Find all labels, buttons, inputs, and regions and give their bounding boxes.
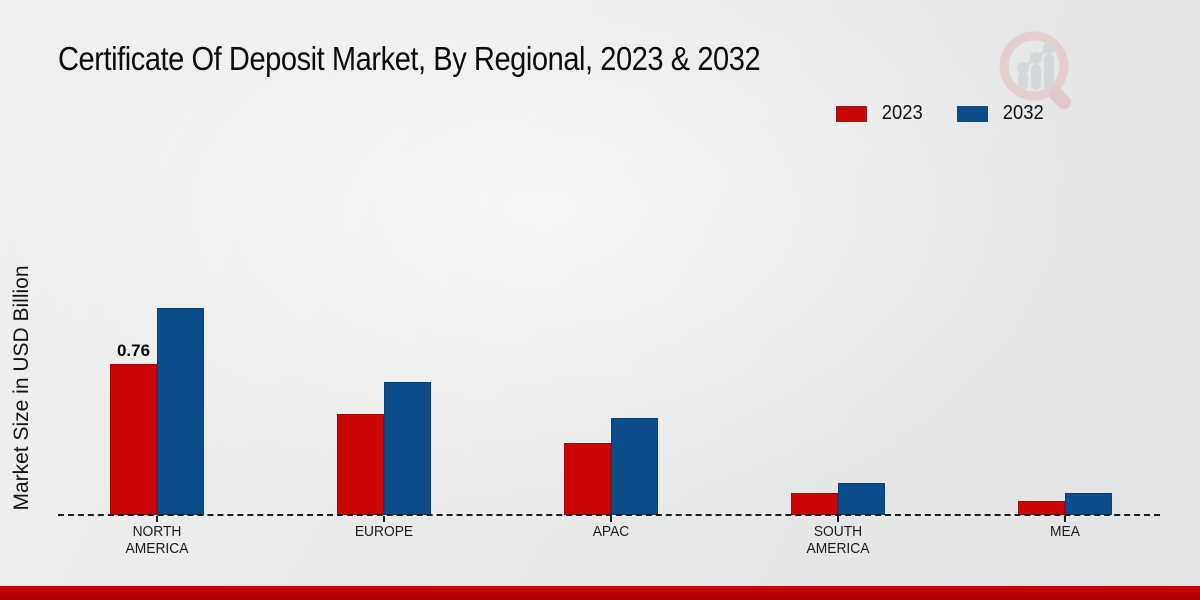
- bar-2023-south-america: [791, 493, 838, 515]
- bar-2023-north-america: [110, 364, 157, 515]
- bar-2023-mea: [1018, 501, 1065, 515]
- legend-swatch-2032: [956, 105, 988, 122]
- footer-accent-bar: [0, 586, 1200, 600]
- market-research-future-logo-icon: [999, 31, 1072, 110]
- legend: 2023 2032: [836, 102, 1045, 125]
- bar-2032-north-america: [157, 308, 204, 515]
- x-tick-europe: [383, 516, 385, 522]
- bar-2032-mea: [1065, 493, 1112, 515]
- legend-item-2032: 2032: [956, 102, 1046, 125]
- y-axis-label: Market Size in USD Billion: [10, 265, 33, 511]
- legend-label-2023: 2023: [881, 102, 923, 124]
- bar-2023-europe: [337, 414, 384, 515]
- bar-2032-south-america: [838, 483, 885, 515]
- category-label-north-america: NORTH AMERICA: [125, 523, 189, 557]
- bar-2032-europe: [384, 382, 431, 515]
- category-label-europe: EUROPE: [354, 523, 414, 540]
- category-label-apac: APAC: [592, 523, 630, 540]
- x-tick-south-america: [837, 516, 839, 522]
- bar-2023-apac: [564, 443, 611, 515]
- x-axis-baseline: [58, 514, 1160, 516]
- legend-swatch-2023: [836, 105, 867, 122]
- bar-2032-apac: [611, 418, 658, 515]
- legend-label-2032: 2032: [1002, 102, 1044, 124]
- x-tick-apac: [610, 516, 612, 522]
- x-tick-north-america: [156, 516, 158, 522]
- legend-item-2023: 2023: [836, 102, 925, 125]
- page-title: Certificate Of Deposit Market, By Region…: [58, 40, 761, 77]
- category-label-mea: MEA: [1050, 523, 1080, 540]
- category-label-south-america: SOUTH AMERICA: [806, 523, 870, 557]
- x-tick-mea: [1064, 516, 1066, 522]
- data-label-2023-north-america: 0.76: [116, 341, 151, 360]
